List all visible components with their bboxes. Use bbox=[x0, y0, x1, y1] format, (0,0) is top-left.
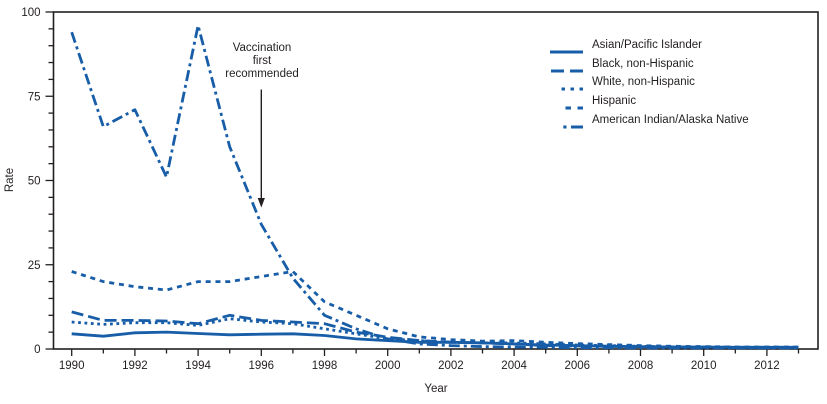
legend-label: Black, non-Hispanic bbox=[592, 57, 694, 70]
x-tick-label: 2008 bbox=[628, 360, 654, 372]
y-tick-label: 50 bbox=[28, 176, 41, 188]
legend-label: American Indian/Alaska Native bbox=[592, 113, 749, 126]
annotation-arrow-head bbox=[257, 197, 265, 208]
legend-item: Black, non-Hispanic bbox=[545, 55, 749, 74]
legend-label: White, non-Hispanic bbox=[592, 76, 695, 89]
x-tick-label: 2002 bbox=[438, 360, 464, 372]
x-tick-label: 2000 bbox=[375, 360, 401, 372]
annotation-line: first bbox=[252, 55, 272, 67]
x-tick-label: 2004 bbox=[501, 360, 527, 372]
x-tick-label: 2010 bbox=[691, 360, 717, 372]
x-tick-label: 1994 bbox=[185, 360, 211, 372]
legend-item: Asian/Pacific Islander bbox=[545, 36, 749, 55]
x-tick-label: 1990 bbox=[59, 360, 85, 372]
x-tick-label: 1998 bbox=[312, 360, 338, 372]
legend-item: American Indian/Alaska Native bbox=[545, 110, 749, 129]
y-tick-label: 75 bbox=[28, 91, 41, 103]
series-line-american-indian-alaska-native bbox=[70, 24, 799, 350]
legend-line-sample-short-dash bbox=[545, 98, 583, 110]
y-axis-title: Rate bbox=[4, 167, 16, 193]
legend-label: Hispanic bbox=[592, 95, 637, 108]
legend-line-sample-long-dash bbox=[545, 61, 583, 73]
x-tick-label: 1996 bbox=[249, 360, 275, 372]
legend-line-sample-dash-dot bbox=[545, 117, 583, 129]
y-tick-label: 0 bbox=[34, 344, 40, 356]
legend-item: White, non-Hispanic bbox=[545, 73, 749, 92]
y-tick-label: 25 bbox=[28, 260, 41, 272]
vaccination-annotation: Vaccination first recommended bbox=[225, 42, 299, 81]
series-line-hispanic bbox=[71, 270, 799, 349]
legend-item: Hispanic bbox=[545, 92, 749, 111]
x-tick-label: 2006 bbox=[565, 360, 591, 372]
legend: Asian/Pacific Islander Black, non-Hispan… bbox=[545, 36, 749, 129]
legend-line-sample-dot bbox=[545, 79, 583, 91]
x-axis-title: Year bbox=[424, 383, 448, 395]
legend-line-sample-solid bbox=[545, 42, 583, 54]
annotation-line: recommended bbox=[225, 68, 299, 80]
y-tick-label: 100 bbox=[21, 7, 40, 19]
legend-label: Asian/Pacific Islander bbox=[592, 39, 702, 52]
annotation-line: Vaccination bbox=[232, 42, 292, 54]
x-tick-label: 1992 bbox=[122, 360, 148, 372]
x-tick-label: 2012 bbox=[754, 360, 780, 372]
